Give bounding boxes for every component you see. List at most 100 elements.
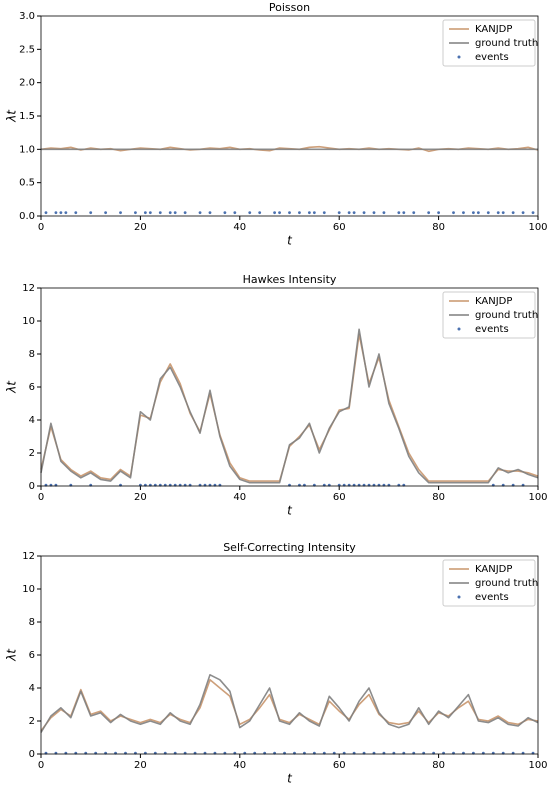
x-tick-label: 100 bbox=[528, 492, 547, 503]
event-point bbox=[59, 211, 63, 215]
plot-frame bbox=[40, 555, 539, 755]
x-tick-label: 0 bbox=[38, 492, 44, 503]
event-point bbox=[183, 211, 187, 215]
event-point bbox=[104, 211, 108, 215]
plot-frame bbox=[40, 287, 539, 487]
y-tick-label: 0.5 bbox=[19, 178, 35, 189]
event-point bbox=[496, 211, 500, 215]
event-point bbox=[173, 211, 177, 215]
event-point bbox=[521, 211, 525, 215]
event-point bbox=[352, 211, 356, 215]
event-point bbox=[501, 211, 505, 215]
y-tick-label: 8 bbox=[29, 617, 35, 628]
y-tick-label: 1.5 bbox=[19, 111, 35, 122]
y-tick-label: 3.0 bbox=[19, 11, 35, 22]
event-point bbox=[462, 211, 465, 215]
x-tick-label: 0 bbox=[38, 222, 44, 233]
event-point bbox=[437, 211, 440, 215]
legend-box bbox=[442, 291, 536, 339]
event-point bbox=[198, 211, 202, 215]
y-tick-label: 8 bbox=[29, 349, 35, 360]
y-tick-label: 0 bbox=[29, 749, 35, 760]
x-tick-label: 20 bbox=[134, 222, 147, 233]
y-axis-label: λt bbox=[5, 109, 19, 123]
legend-label: KANJDP bbox=[475, 24, 512, 35]
event-point bbox=[337, 211, 341, 215]
event-point bbox=[44, 211, 48, 215]
y-tick-label: 2.0 bbox=[19, 78, 35, 89]
chart-title: Self-Correcting Intensity bbox=[223, 541, 356, 554]
x-tick-label: 40 bbox=[233, 492, 246, 503]
event-point bbox=[223, 211, 227, 215]
chart-title: Hawkes Intensity bbox=[243, 273, 337, 286]
x-axis-label: t bbox=[287, 504, 293, 518]
y-tick-label: 0.0 bbox=[19, 211, 35, 222]
legend-label: KANJDP bbox=[475, 564, 512, 575]
event-point bbox=[312, 211, 316, 215]
legend-label: ground truth bbox=[475, 578, 538, 589]
legend-marker bbox=[457, 595, 461, 599]
legend-label: events bbox=[475, 324, 509, 335]
y-tick-label: 6 bbox=[29, 382, 35, 393]
event-point bbox=[158, 211, 162, 215]
legend-label: events bbox=[475, 592, 509, 603]
x-tick-label: 100 bbox=[528, 760, 547, 771]
plot-frame bbox=[40, 15, 539, 217]
event-point bbox=[233, 211, 237, 215]
x-axis-label: t bbox=[287, 772, 293, 786]
event-point bbox=[248, 211, 252, 215]
event-point bbox=[511, 211, 515, 215]
event-point bbox=[347, 211, 351, 215]
x-tick-label: 60 bbox=[333, 492, 346, 503]
event-point bbox=[119, 211, 122, 215]
legend-box bbox=[442, 559, 536, 607]
event-point bbox=[168, 211, 172, 215]
event-point bbox=[143, 211, 147, 215]
event-point bbox=[74, 211, 78, 215]
x-tick-label: 60 bbox=[333, 760, 346, 771]
legend-label: events bbox=[475, 52, 509, 63]
event-point bbox=[134, 211, 137, 215]
event-point bbox=[273, 211, 276, 215]
y-tick-label: 10 bbox=[22, 316, 35, 327]
y-tick-label: 1.0 bbox=[19, 144, 35, 155]
legend-label: KANJDP bbox=[475, 296, 512, 307]
chart-title: Poisson bbox=[269, 1, 310, 14]
event-point bbox=[402, 211, 406, 215]
y-tick-label: 2.5 bbox=[19, 44, 35, 55]
x-tick-label: 80 bbox=[432, 492, 445, 503]
y-tick-label: 2 bbox=[29, 716, 35, 727]
event-point bbox=[288, 211, 291, 215]
x-axis-label: t bbox=[287, 234, 293, 248]
legend-marker bbox=[457, 55, 461, 59]
event-point bbox=[362, 211, 366, 215]
event-point bbox=[372, 211, 376, 215]
event-point bbox=[412, 211, 416, 215]
event-point bbox=[148, 211, 152, 215]
x-tick-label: 20 bbox=[134, 760, 147, 771]
event-point bbox=[322, 211, 326, 215]
x-tick-label: 80 bbox=[432, 222, 445, 233]
event-point bbox=[54, 211, 58, 215]
event-point bbox=[382, 211, 386, 215]
y-tick-label: 12 bbox=[22, 283, 35, 294]
event-point bbox=[307, 211, 311, 215]
y-tick-label: 0 bbox=[29, 481, 35, 492]
event-point bbox=[298, 211, 301, 215]
event-point bbox=[471, 211, 475, 215]
y-axis-label: λt bbox=[5, 648, 19, 662]
event-point bbox=[208, 211, 212, 215]
event-point bbox=[427, 211, 431, 215]
event-point bbox=[531, 211, 535, 215]
legend-box bbox=[442, 19, 536, 67]
x-tick-label: 0 bbox=[38, 760, 44, 771]
y-tick-label: 10 bbox=[22, 584, 35, 595]
y-tick-label: 6 bbox=[29, 650, 35, 661]
y-tick-label: 12 bbox=[22, 551, 35, 562]
event-point bbox=[64, 211, 68, 215]
x-tick-label: 40 bbox=[233, 222, 246, 233]
y-tick-label: 2 bbox=[29, 448, 35, 459]
x-tick-label: 60 bbox=[333, 222, 346, 233]
series-line bbox=[40, 674, 539, 733]
event-point bbox=[258, 211, 262, 215]
